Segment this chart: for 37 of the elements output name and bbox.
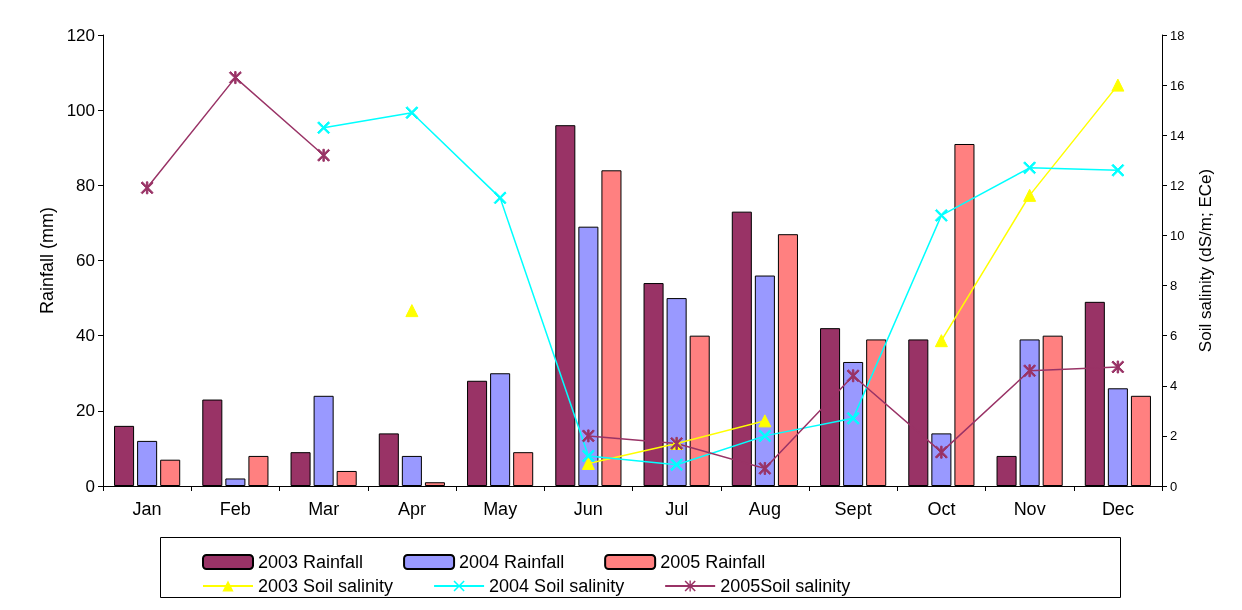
legend-label: 2004 Rainfall [459, 552, 565, 572]
y2-tick-label: 4 [1170, 378, 1178, 394]
y2-tick-label: 14 [1170, 127, 1185, 143]
y-tick-label: 80 [76, 175, 95, 195]
y2-tick-label: 0 [1170, 478, 1178, 494]
y2-tick-label: 18 [1170, 27, 1185, 43]
y2-tick-label: 2 [1170, 428, 1178, 444]
x-tick-label: Nov [1013, 499, 1046, 519]
x-tick-label: Jul [665, 499, 689, 519]
y2-tick-label: 8 [1170, 278, 1178, 294]
x-tick-label: Aug [748, 499, 781, 519]
y-tick-label: 0 [85, 476, 95, 496]
legend-label: 2004 Soil salinity [489, 576, 625, 596]
x-tick-label: Jun [573, 499, 603, 519]
x-tick-label: Sept [834, 499, 872, 519]
x-tick-label: Feb [219, 499, 251, 519]
y2-axis-title: Soil salinity (dS/m; ECe) [1196, 168, 1215, 353]
x-tick-label: Oct [927, 499, 956, 519]
x-tick-label: Apr [397, 499, 426, 519]
x-tick-label: May [483, 499, 518, 519]
x-tick-label: Mar [308, 499, 340, 519]
legend-label: 2005Soil salinity [720, 576, 851, 596]
legend-label: 2003 Soil salinity [258, 576, 394, 596]
legend-label: 2005 Rainfall [660, 552, 766, 572]
y-tick-label: 20 [76, 401, 95, 421]
y-tick-label: 100 [66, 100, 95, 120]
y2-tick-label: 6 [1170, 328, 1178, 344]
y-tick-label: 60 [76, 251, 95, 270]
y2-tick-label: 16 [1170, 77, 1185, 93]
x-tick-label: Dec [1101, 499, 1134, 519]
legend-label: 2003 Rainfall [258, 552, 364, 572]
x-tick-label: Jan [132, 499, 162, 519]
y-axis-title: Rainfall (mm) [36, 206, 57, 315]
y2-tick-label: 10 [1170, 227, 1185, 243]
y-tick-label: 120 [66, 25, 95, 45]
y2-tick-label: 12 [1170, 177, 1185, 193]
y-tick-label: 40 [76, 326, 95, 346]
